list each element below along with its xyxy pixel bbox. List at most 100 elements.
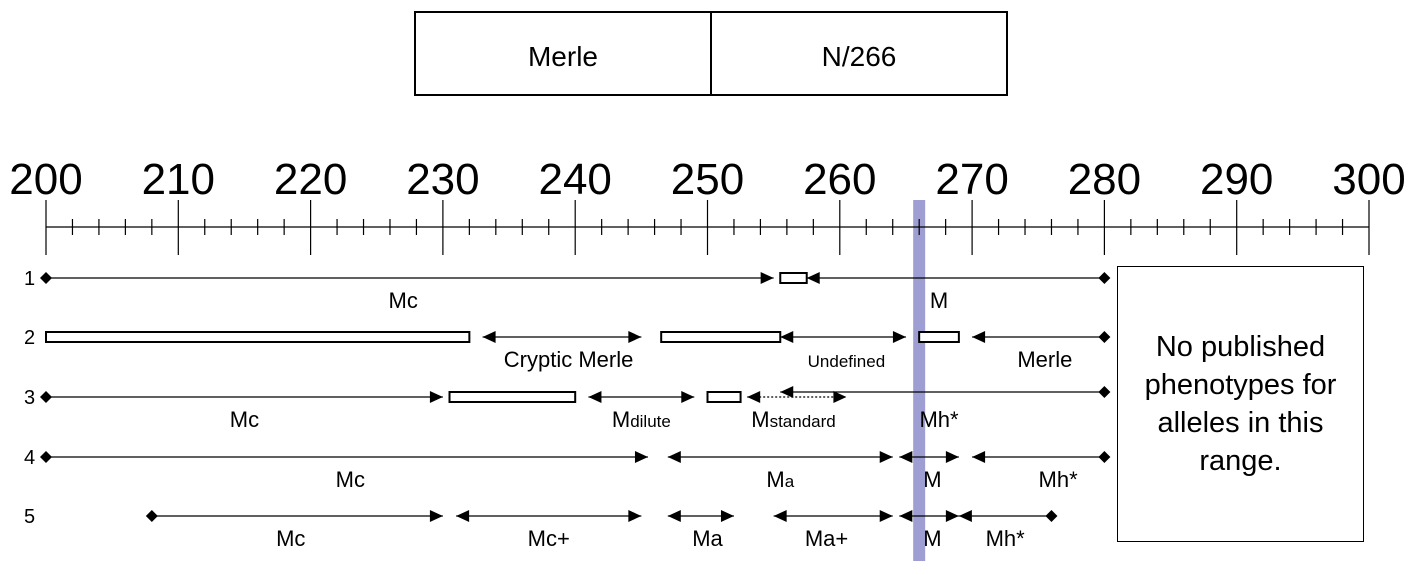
arrowhead	[667, 451, 681, 463]
tick-label: 200	[9, 155, 82, 204]
allele-label: Merle	[1017, 347, 1072, 372]
allele-label: M	[923, 467, 941, 492]
tick-label: 280	[1068, 155, 1141, 204]
allele-label-subscript: standard	[770, 412, 836, 431]
arrowhead	[972, 451, 986, 463]
tick-label: 250	[671, 155, 744, 204]
allele-label: Ma	[692, 526, 723, 551]
allele-label: Mh*	[986, 526, 1026, 551]
diamond-endpoint	[40, 391, 52, 403]
gap-bar	[779, 272, 808, 284]
allele-rows: 1 Mc M 2 Cryptic Merle Undefined Merle 3 Mc Mdilu…	[24, 268, 1111, 551]
gap-bar	[706, 391, 742, 403]
row-number: 4	[24, 447, 35, 469]
arrowhead	[972, 331, 986, 343]
note-line: No published	[1155, 331, 1326, 363]
allele-label: M	[930, 288, 948, 313]
tick-label: 260	[803, 155, 876, 204]
diamond-endpoint	[1098, 451, 1111, 463]
arrowhead	[773, 510, 787, 522]
tick-label: 300	[1332, 155, 1405, 204]
allele-label: Mh*	[919, 407, 959, 432]
arrowhead	[945, 451, 959, 463]
arrowhead	[429, 510, 443, 522]
allele-row-3: 3 Mc Mdilute Mstandard Mh*	[24, 386, 1111, 432]
allele-label: Undefined	[808, 352, 886, 371]
genotype-marker-band	[913, 200, 926, 561]
arrowhead	[628, 510, 642, 522]
arrowhead	[833, 391, 847, 403]
arrowhead	[958, 510, 972, 522]
arrowhead	[588, 391, 602, 403]
allele-row-1: 1 Mc M	[24, 268, 1111, 313]
note-line: range.	[1199, 445, 1282, 477]
allele-label: Mstandard	[751, 407, 836, 432]
tick-label: 220	[274, 155, 347, 204]
note-line: alleles in this	[1157, 407, 1324, 439]
scale-axis: 200 210 220 230 240 250 260 270 280 290 300	[9, 155, 1406, 255]
allele-label: Ma	[766, 467, 794, 492]
note-line: phenotypes for	[1144, 369, 1337, 401]
tick-label: 270	[935, 155, 1008, 204]
tick-label: 290	[1200, 155, 1273, 204]
allele-label: Mc+	[528, 526, 570, 551]
allele-row-4: 4 Mc Ma M Mh*	[24, 447, 1111, 492]
gap-bar	[448, 391, 577, 403]
arrowhead	[681, 391, 695, 403]
arrowhead	[879, 510, 893, 522]
arrowhead	[780, 386, 794, 398]
gap-bar	[660, 331, 782, 343]
arrowhead	[628, 331, 642, 343]
allele-label: Mc	[389, 288, 418, 313]
allele-label: M	[923, 526, 941, 551]
arrowhead	[667, 510, 681, 522]
genotype-header: Merle N/266	[414, 11, 1008, 96]
allele-label: Mh*	[1039, 467, 1079, 492]
allele-row-2: 2 Cryptic Merle Undefined Merle	[24, 327, 1111, 372]
allele-label: Mc	[230, 407, 259, 432]
arrowhead	[945, 510, 959, 522]
diamond-endpoint	[40, 451, 52, 463]
arrowhead	[892, 331, 906, 343]
diamond-endpoint	[1098, 331, 1111, 343]
arrowhead	[899, 510, 913, 522]
allele-label: Mc	[336, 467, 365, 492]
allele-label: Mc	[276, 526, 305, 551]
no-phenotype-note: No published phenotypes for alleles in t…	[1117, 266, 1364, 542]
arrowhead	[760, 272, 774, 284]
row-number: 1	[24, 268, 35, 290]
allele-row-5: 5 Mc Mc+ Ma Ma+ M Mh*	[24, 506, 1058, 551]
arrowhead	[482, 331, 496, 343]
arrowhead	[899, 451, 913, 463]
genotype-value: N/266	[822, 41, 897, 72]
arrowhead	[780, 331, 794, 343]
allele-label-subscript: a	[785, 472, 795, 491]
arrowhead	[456, 510, 470, 522]
genotype-cell	[710, 11, 1008, 96]
arrowhead	[634, 451, 648, 463]
gene-cell	[414, 11, 712, 96]
marker-layer	[913, 200, 926, 561]
allele-label: Mdilute	[612, 407, 671, 432]
arrowhead	[429, 391, 443, 403]
gene-name: Merle	[528, 41, 598, 72]
diamond-endpoint	[1098, 272, 1111, 284]
diamond-endpoint	[40, 272, 52, 284]
allele-label: Cryptic Merle	[504, 347, 634, 372]
diamond-endpoint	[145, 510, 158, 522]
tick-label: 240	[538, 155, 611, 204]
diamond-endpoint	[1045, 510, 1058, 522]
row-number: 5	[24, 506, 35, 528]
row-number: 2	[24, 327, 35, 349]
allele-label-subscript: dilute	[630, 412, 671, 431]
row-number: 3	[24, 387, 35, 409]
arrowhead	[720, 510, 734, 522]
arrowhead	[806, 272, 820, 284]
arrowhead	[879, 451, 893, 463]
allele-label: Ma+	[805, 526, 848, 551]
arrowhead	[747, 391, 761, 403]
tick-label: 210	[142, 155, 215, 204]
tick-label: 230	[406, 155, 479, 204]
gap-bar	[918, 331, 960, 343]
